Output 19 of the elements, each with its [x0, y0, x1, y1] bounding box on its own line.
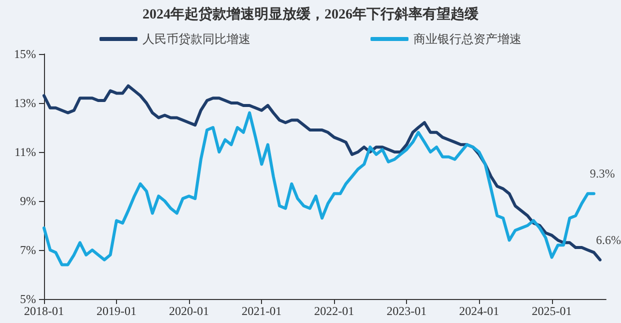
- x-tick-label: 2021-01: [242, 304, 282, 318]
- chart-title: 2024年起贷款增速明显放缓，2026年下行斜率有望趋缓: [142, 6, 480, 22]
- y-tick-label: 5%: [20, 292, 36, 306]
- x-tick-label: 2024-01: [459, 304, 500, 318]
- legend-label: 人民币贷款同比增速: [142, 32, 250, 46]
- annotation: 9.3%: [590, 166, 615, 181]
- y-tick-label: 11%: [14, 145, 36, 159]
- x-tick-label: 2023-01: [386, 304, 427, 318]
- x-tick-label: 2022-01: [314, 304, 354, 318]
- x-tick-label: 2020-01: [168, 304, 209, 318]
- legend-label: 商业银行总资产增速: [414, 32, 522, 46]
- y-tick-label: 15%: [14, 47, 36, 61]
- x-tick-label: 2025-01: [532, 304, 572, 318]
- x-tick-label: 2018-01: [24, 304, 64, 318]
- y-tick-label: 9%: [20, 194, 36, 208]
- annotation: 6.6%: [596, 232, 621, 247]
- y-tick-label: 7%: [20, 243, 36, 257]
- y-tick-label: 13%: [14, 96, 36, 110]
- x-tick-label: 2019-01: [96, 304, 136, 318]
